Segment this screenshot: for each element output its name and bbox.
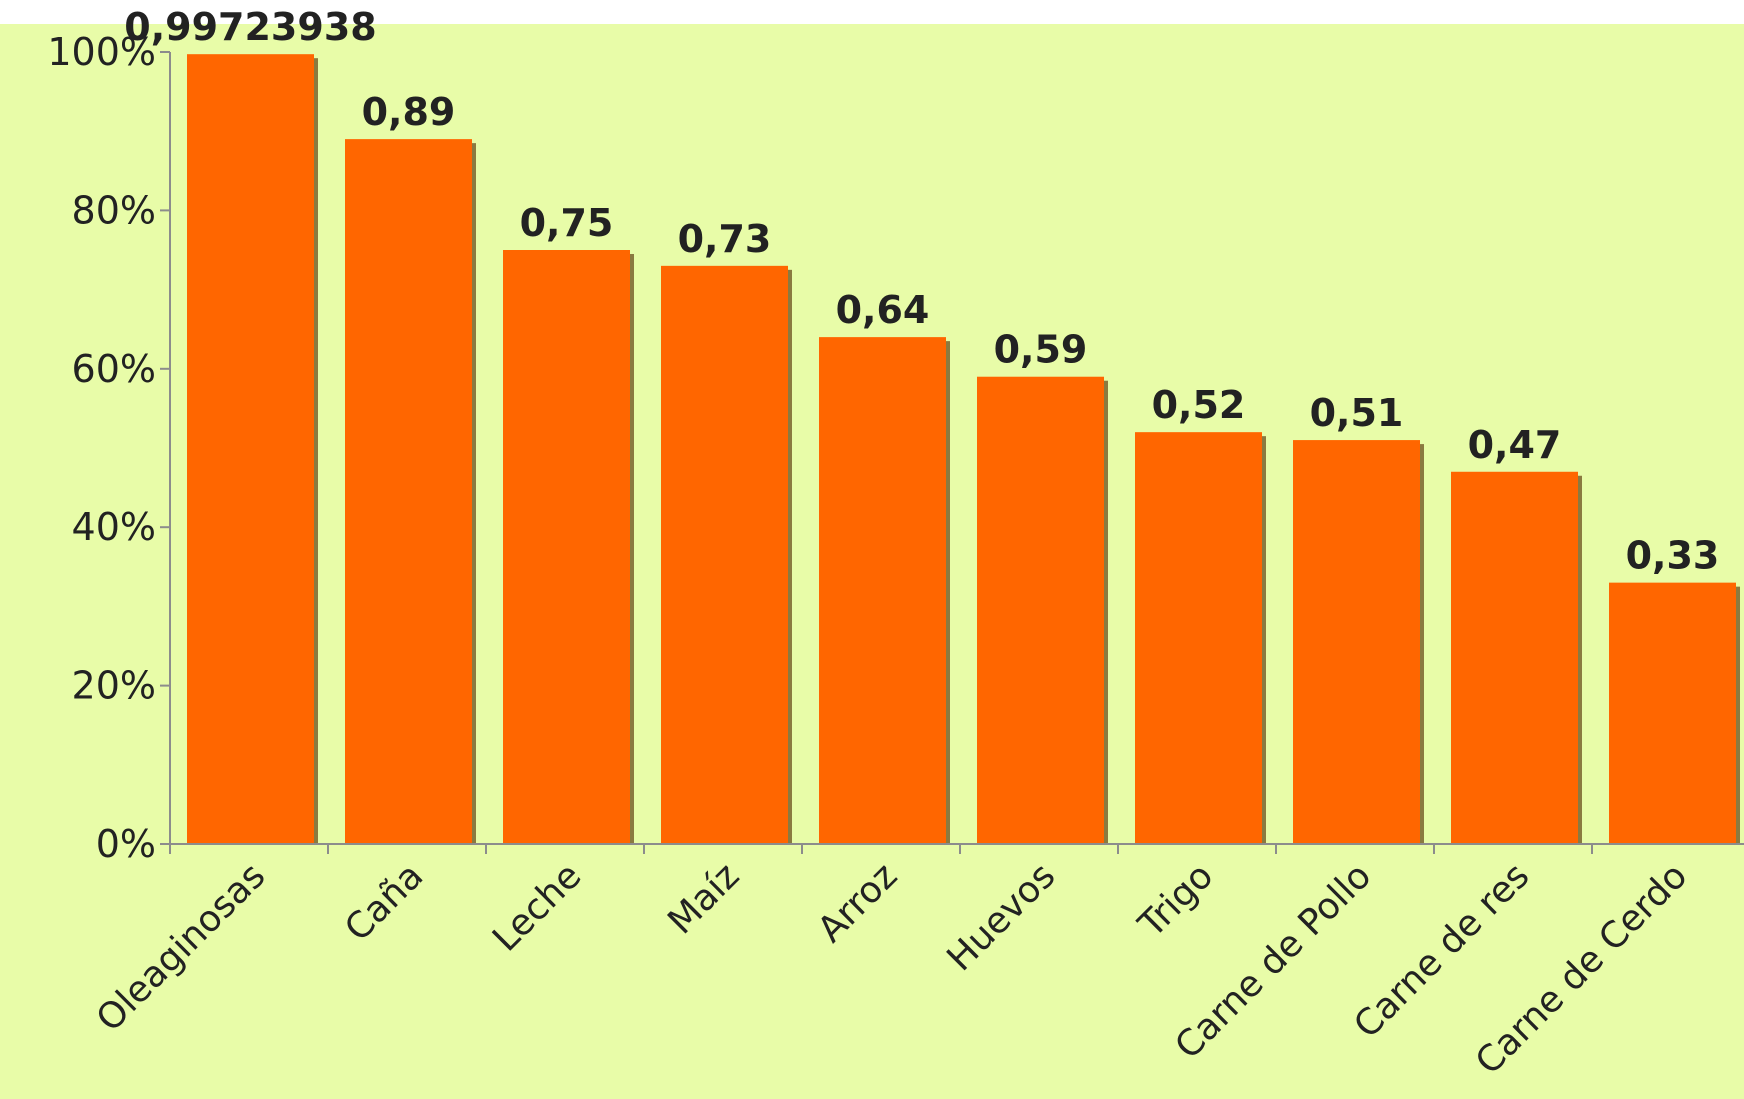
axes — [160, 51, 1744, 854]
data-label: 0,75 — [520, 201, 614, 245]
data-label: 0,99723938 — [124, 5, 376, 49]
bar-trigo — [1135, 432, 1262, 844]
data-label: 0,33 — [1626, 534, 1720, 578]
bar-carne-de-cerdo — [1609, 582, 1736, 844]
y-tick-label: 0% — [96, 822, 156, 866]
bar-leche — [503, 250, 630, 844]
data-label: 0,59 — [994, 328, 1088, 372]
data-label: 0,64 — [836, 288, 930, 332]
y-tick-label: 80% — [72, 188, 156, 232]
bar-carne-de-pollo — [1293, 440, 1420, 844]
data-label: 0,89 — [362, 90, 456, 134]
bar-oleaginosas — [187, 54, 314, 845]
data-label: 0,52 — [1152, 383, 1246, 427]
bar-arroz — [819, 337, 946, 844]
bar-huevos — [977, 376, 1104, 844]
data-label: 0,51 — [1310, 391, 1404, 435]
bar-carne-de-res — [1451, 471, 1578, 844]
y-tick-label: 100% — [47, 30, 156, 74]
y-tick-label: 60% — [72, 347, 156, 391]
bars — [187, 54, 1740, 845]
bar-caña — [345, 139, 472, 844]
data-label: 0,73 — [678, 217, 772, 261]
y-tick-label: 20% — [72, 664, 156, 708]
data-label: 0,47 — [1468, 423, 1562, 467]
y-tick-label: 40% — [72, 505, 156, 549]
bar-maíz — [661, 265, 788, 845]
